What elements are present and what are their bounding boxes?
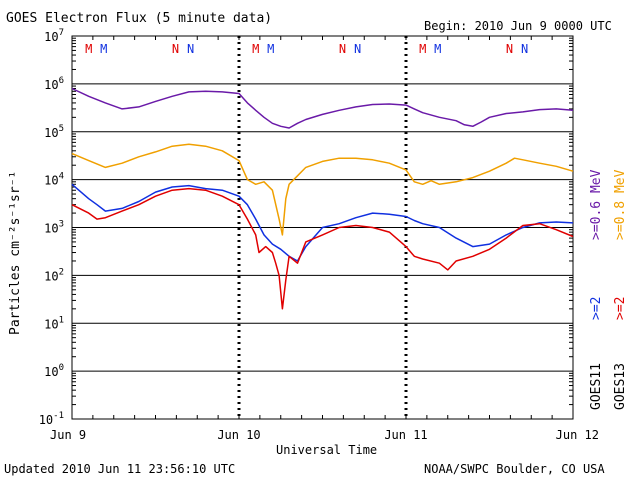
x-tick-label: Jun 11	[384, 428, 427, 442]
series-line	[71, 143, 574, 236]
begin-time: Begin: 2010 Jun 9 0000 UTC	[424, 19, 612, 33]
series-line	[71, 87, 574, 129]
mn-marker: M	[419, 42, 426, 56]
x-tick-label: Jun 12	[556, 428, 599, 442]
legend-entry: >=2	[613, 297, 628, 320]
mn-marker: N	[521, 42, 528, 56]
mn-marker: M	[85, 42, 92, 56]
y-tick-label: 104	[44, 172, 64, 188]
chart-title: GOES Electron Flux (5 minute data)	[6, 11, 272, 26]
mn-marker: M	[100, 42, 107, 56]
mn-marker: M	[252, 42, 259, 56]
y-tick-label: 100	[44, 363, 64, 379]
x-tick-label: Jun 10	[217, 428, 260, 442]
mn-marker: M	[267, 42, 274, 56]
mn-marker: N	[354, 42, 361, 56]
credit-line: NOAA/SWPC Boulder, CO USA	[424, 462, 605, 476]
updated-timestamp: Updated 2010 Jun 11 23:56:10 UTC	[4, 462, 235, 476]
mn-marker: N	[172, 42, 179, 56]
legend-entry: >=0.8 MeV	[613, 169, 628, 240]
mn-marker: N	[187, 42, 194, 56]
x-axis-label: Universal Time	[276, 443, 377, 457]
y-tick-label: 103	[44, 220, 64, 236]
mn-marker: N	[506, 42, 513, 56]
legend-entry: >=2	[589, 297, 604, 320]
y-tick-label: 10-1	[39, 411, 64, 427]
series-line	[71, 183, 574, 262]
mn-marker: M	[434, 42, 441, 56]
mn-marker: N	[339, 42, 346, 56]
legend-entry: GOES13	[613, 363, 628, 410]
y-axis-label: Particles cm⁻²s⁻¹sr⁻¹	[8, 171, 23, 335]
legend-entry: GOES11	[589, 363, 604, 410]
y-tick-label: 101	[44, 315, 64, 331]
y-tick-label: 105	[44, 124, 64, 140]
y-tick-label: 106	[44, 76, 64, 92]
series-line	[71, 187, 574, 310]
legend-entry: >=0.6 MeV	[589, 169, 604, 240]
y-tick-label: 102	[44, 267, 64, 283]
y-tick-label: 107	[44, 28, 64, 44]
x-tick-label: Jun 9	[50, 428, 86, 442]
